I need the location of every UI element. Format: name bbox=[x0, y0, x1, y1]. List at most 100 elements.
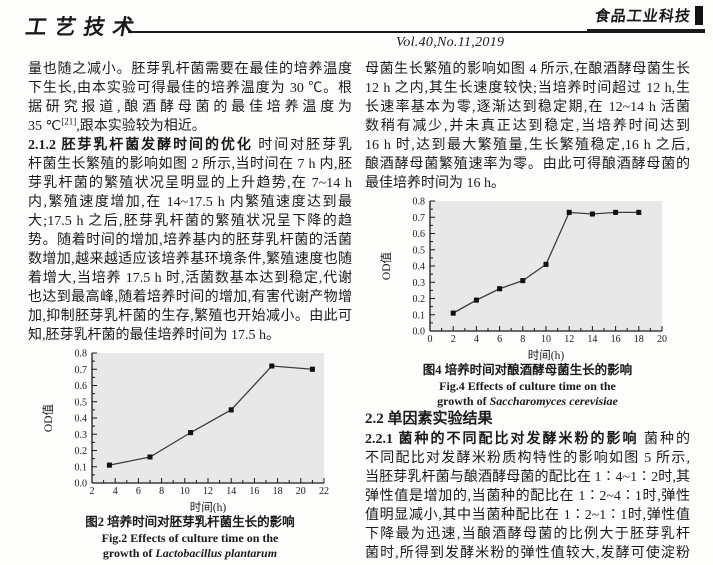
fig2-caption-en2-prefix: growth of bbox=[102, 546, 156, 560]
right-column: 母菌生长繁殖的影响如图 4 所示,在酿酒酵母菌生长 12 h 之内,其生长速度较快… bbox=[365, 60, 690, 563]
fig2-caption-en2: growth of Lactobacillus plantarum bbox=[28, 546, 352, 561]
svg-text:4: 4 bbox=[113, 486, 118, 497]
svg-text:8: 8 bbox=[159, 486, 164, 497]
svg-text:0.5: 0.5 bbox=[75, 397, 88, 408]
svg-text:20: 20 bbox=[296, 486, 306, 497]
text-line: 数稍有减少,并未真正达到稳定,当培养时间达到 bbox=[365, 119, 690, 134]
page-section-label: 工艺技术 bbox=[23, 15, 144, 39]
fig2-species-name: Lactobacillus plantarum bbox=[155, 546, 278, 560]
svg-text:16: 16 bbox=[610, 334, 620, 345]
svg-text:12: 12 bbox=[564, 334, 574, 345]
svg-text:10: 10 bbox=[541, 334, 551, 345]
svg-text:0.4: 0.4 bbox=[412, 262, 425, 273]
svg-text:16: 16 bbox=[249, 486, 259, 497]
fig2-caption-cn: 图2 培养时间对胚芽乳杆菌生长的影响 bbox=[85, 515, 295, 529]
text-line: 着增大,当培养 17.5 h 时,活菌数基本达到稳定,代谢 bbox=[28, 271, 352, 286]
text-line: 不同配比对发酵米粉质构特性的影响如图 5 所示, bbox=[365, 451, 690, 466]
svg-text:0.4: 0.4 bbox=[75, 414, 88, 425]
two-column-body: 量也随之减小。胚芽乳杆菌需要在最佳的培养温度 下生长,由本实验可得最佳的培养温度为… bbox=[28, 60, 690, 563]
fig2-line-chart: 0.0 0.1 0.2 0.3 0.4 0.5 0.6 0.7 0.8 2 4 6 8 10 12 14 16 1… bbox=[42, 349, 329, 514]
fig4-caption-en: Fig.4 Effects of culture time on the bbox=[439, 379, 616, 393]
svg-text:OD值: OD值 bbox=[42, 403, 55, 432]
svg-text:0.8: 0.8 bbox=[75, 349, 88, 360]
svg-text:0.5: 0.5 bbox=[412, 245, 425, 256]
figure-2: 0.0 0.1 0.2 0.3 0.4 0.5 0.6 0.7 0.8 2 4 6 8 10 12 14 16 1… bbox=[28, 347, 352, 561]
text-line: 2.2.1 菌种的不同配比对发酵米粉的影响 菌种的 bbox=[365, 432, 690, 447]
figure-4: 0.0 0.1 0.2 0.3 0.4 0.5 0.6 0.7 0.8 0 2 4 6 8 10 12 14 16… bbox=[365, 195, 690, 409]
svg-text:0.3: 0.3 bbox=[412, 278, 425, 289]
fig4-caption: 图4 培养时间对酿酒酵母菌生长的影响 Fig.4 Effects of cult… bbox=[365, 362, 690, 409]
svg-text:OD值: OD值 bbox=[380, 251, 393, 280]
fig2-caption-en: Fig.2 Effects of culture time on the bbox=[101, 531, 279, 545]
fig4-caption-cn: 图4 培养时间对酿酒酵母菌生长的影响 bbox=[422, 363, 633, 377]
header-rule bbox=[128, 31, 705, 33]
svg-text:0.2: 0.2 bbox=[412, 294, 425, 305]
fig2-caption: 图2 培养时间对胚芽乳杆菌生长的影响 Fig.2 Effects of cult… bbox=[28, 514, 352, 561]
text-line: 12 h 之内,其生长速度较快;当培养时间超过 12 h,生 bbox=[365, 81, 690, 96]
svg-text:时间(h): 时间(h) bbox=[527, 349, 564, 361]
text-line: 下降最为迅速,当酿酒酵母菌的比例大于胚芽乳杆 bbox=[365, 527, 690, 542]
svg-text:2: 2 bbox=[450, 334, 455, 345]
text-line: 35 ℃[21],跟本实验较为相近。 bbox=[28, 117, 206, 134]
svg-text:0.7: 0.7 bbox=[412, 213, 425, 224]
text-line: 量也随之减小。胚芽乳杆菌需要在最佳的培养温度 bbox=[28, 62, 352, 77]
text-line: 也达到最高峰,随着培养时间的增加,有害代谢产物增 bbox=[28, 290, 352, 305]
svg-text:0: 0 bbox=[427, 334, 432, 345]
text-line: 当胚芽乳杆菌与酿酒酵母菌的配比在 1∶4~1∶2时,其 bbox=[365, 470, 690, 485]
paragraph-continued-right: 母菌生长繁殖的影响如图 4 所示,在酿酒酵母菌生长 12 h 之内,其生长速度较快… bbox=[365, 60, 690, 193]
volume-info: Vol.40,No.11,2019 bbox=[396, 35, 505, 50]
svg-text:2: 2 bbox=[90, 486, 95, 497]
journal-masthead: 食品工业科技 bbox=[586, 5, 705, 31]
svg-text:20: 20 bbox=[657, 334, 667, 345]
svg-text:0.0: 0.0 bbox=[75, 479, 88, 490]
journal-logo-bar bbox=[695, 6, 703, 25]
text-line: 势。随着时间的增加,培养基内的胚芽乳杆菌的活菌 bbox=[28, 233, 352, 248]
svg-text:8: 8 bbox=[520, 334, 525, 345]
text-line: 杆菌生长繁殖的影响如图 2 所示,当时间在 7 h 内,胚 bbox=[28, 157, 352, 172]
svg-text:18: 18 bbox=[633, 334, 643, 345]
text-line: 长速率基本为零,逐渐达到稳定期,在 12~14 h 活菌 bbox=[365, 100, 690, 115]
text-line: 据研究报道,酿酒酵母菌的最佳培养温度为 bbox=[28, 100, 352, 115]
fig4-caption-en2-prefix: growth of bbox=[437, 394, 490, 408]
text-line: 下生长,由本实验可得最佳的培养温度为 30 ℃。根 bbox=[28, 81, 352, 96]
svg-text:0.6: 0.6 bbox=[75, 381, 88, 392]
text-line: 酿酒酵母菌繁殖速率为零。由此可得酿酒酵母菌的 bbox=[365, 157, 690, 172]
paragraph-continued: 量也随之减小。胚芽乳杆菌需要在最佳的培养温度 下生长,由本实验可得最佳的培养温度为… bbox=[28, 60, 352, 136]
svg-text:22: 22 bbox=[319, 486, 329, 497]
svg-text:0.1: 0.1 bbox=[75, 462, 88, 473]
svg-text:10: 10 bbox=[180, 486, 190, 497]
text-line: 数增加,越来越适应该培养基环境条件,繁殖速度也随 bbox=[28, 252, 352, 267]
paragraph-2-1-2: 2.1.2 胚芽乳杆菌发酵时间的优化 时间对胚芽乳 杆菌生长繁殖的影响如图 2 所… bbox=[28, 136, 352, 345]
text-line: 弹性值是增加的,当菌种的配比在 1∶2~4∶1时,弹性 bbox=[365, 489, 690, 504]
svg-text:14: 14 bbox=[226, 486, 236, 497]
svg-text:0.2: 0.2 bbox=[75, 446, 88, 457]
svg-text:12: 12 bbox=[203, 486, 213, 497]
svg-text:0.6: 0.6 bbox=[412, 229, 425, 240]
text-line: 16 h 时,达到最大繁殖量,生长繁殖稳定,16 h 之后, bbox=[365, 138, 690, 153]
fig4-caption-en2: growth of Saccharomyces cerevisiae bbox=[365, 394, 690, 409]
svg-text:4: 4 bbox=[473, 334, 478, 345]
svg-text:0.7: 0.7 bbox=[75, 365, 88, 376]
text-line: 大;17.5 h 之后,胚芽乳杆菌的繁殖状况呈下降的趋 bbox=[28, 214, 352, 229]
svg-text:6: 6 bbox=[136, 486, 141, 497]
left-column: 量也随之减小。胚芽乳杆菌需要在最佳的培养温度 下生长,由本实验可得最佳的培养温度为… bbox=[28, 60, 352, 563]
svg-text:6: 6 bbox=[497, 334, 502, 345]
svg-text:14: 14 bbox=[587, 334, 597, 345]
text-line: 菌时,所得到发酵米粉的弹性值较大,发酵可使淀粉 bbox=[365, 546, 690, 561]
text-line: 值明显减小,其中当菌种配比在 1∶2~1∶1时,弹性值 bbox=[365, 508, 690, 523]
svg-text:18: 18 bbox=[273, 486, 283, 497]
svg-text:0.3: 0.3 bbox=[75, 430, 88, 441]
text-line: 内,繁殖速度增加,在 14~17.5 h 内繁殖速度达到最 bbox=[28, 195, 352, 210]
svg-text:0.0: 0.0 bbox=[412, 327, 425, 338]
text-line: 最佳培养时间为 16 h。 bbox=[365, 176, 505, 191]
svg-text:0.1: 0.1 bbox=[412, 310, 425, 321]
text-line: 加,抑制胚芽乳杆菌的生存,繁殖也开始减小。由此可 bbox=[28, 309, 352, 324]
fig4-line-chart: 0.0 0.1 0.2 0.3 0.4 0.5 0.6 0.7 0.8 0 2 4 6 8 10 12 14 16… bbox=[380, 197, 667, 362]
text-line: 母菌生长繁殖的影响如图 4 所示,在酿酒酵母菌生长 bbox=[365, 62, 690, 77]
fig4-species-name: Saccharomyces cerevisiae bbox=[489, 394, 618, 408]
svg-text:0.8: 0.8 bbox=[412, 197, 425, 208]
section-heading-2-2: 2.2 单因素实验结果 bbox=[365, 411, 493, 427]
paragraph-2-2-1: 2.2.1 菌种的不同配比对发酵米粉的影响 菌种的 不同配比对发酵米粉质构特性的影… bbox=[365, 430, 690, 563]
journal-logo: 食品工业科技 bbox=[593, 9, 692, 25]
